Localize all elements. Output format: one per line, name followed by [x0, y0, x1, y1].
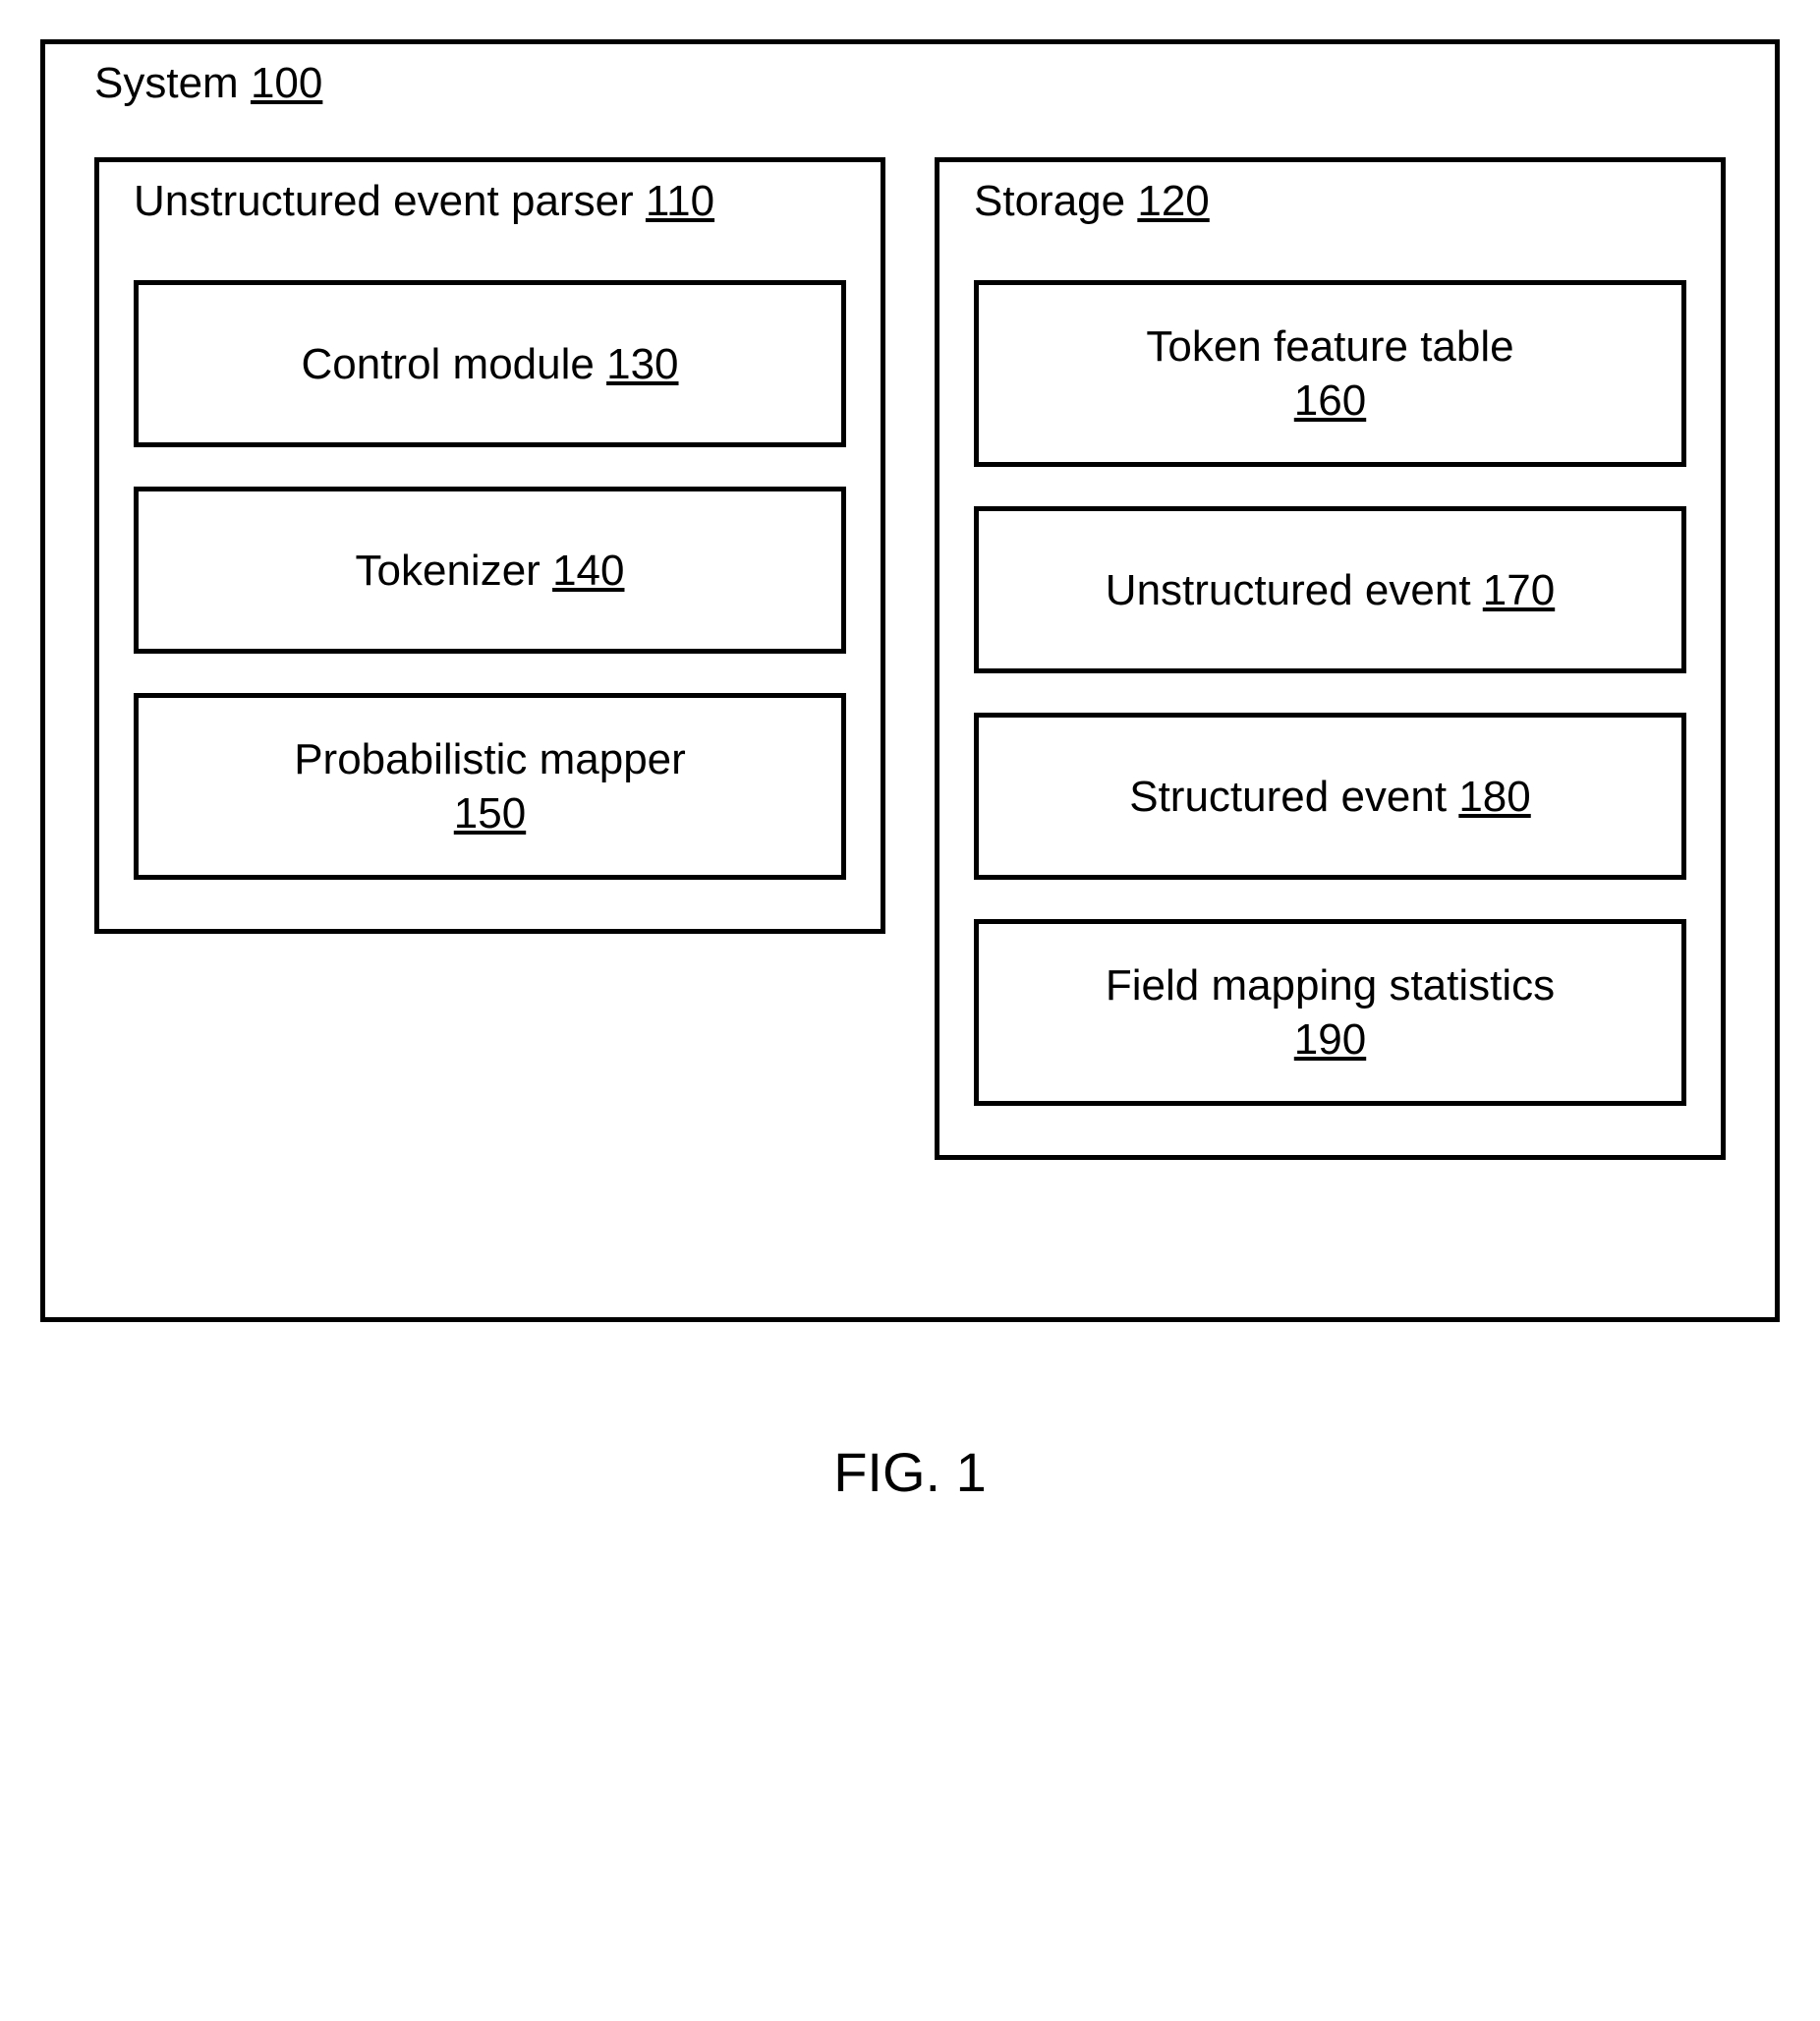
parser-ref: 110	[646, 177, 714, 225]
unstructured-event-box: Unstructured event 170	[974, 506, 1686, 673]
storage-label-text: Storage	[974, 177, 1125, 225]
probabilistic-mapper-box: Probabilistic mapper 150	[134, 693, 846, 880]
field-mapping-stats-label: Field mapping statistics	[1106, 961, 1555, 1010]
token-feature-table-ref: 160	[1294, 376, 1366, 425]
system-ref: 100	[251, 59, 322, 107]
control-module-ref: 130	[606, 340, 678, 388]
unstructured-event-ref: 170	[1483, 566, 1555, 614]
structured-event-label: Structured event	[1129, 773, 1447, 821]
token-feature-table-box: Token feature table 160	[974, 280, 1686, 467]
system-box: System 100 Unstructured event parser 110…	[40, 39, 1780, 1322]
token-feature-table-label: Token feature table	[1146, 322, 1513, 371]
structured-event-ref: 180	[1458, 773, 1530, 821]
diagram-wrapper: System 100 Unstructured event parser 110…	[40, 39, 1780, 1504]
storage-ref: 120	[1137, 177, 1209, 225]
parser-column: Unstructured event parser 110 Control mo…	[94, 157, 885, 934]
figure-caption: FIG. 1	[40, 1440, 1780, 1504]
parser-column-label: Unstructured event parser 110	[134, 177, 846, 226]
storage-column-label: Storage 120	[974, 177, 1686, 226]
parser-label-text: Unstructured event parser	[134, 177, 634, 225]
control-module-box: Control module 130	[134, 280, 846, 447]
field-mapping-stats-ref: 190	[1294, 1015, 1366, 1064]
structured-event-box: Structured event 180	[974, 713, 1686, 880]
tokenizer-box: Tokenizer 140	[134, 487, 846, 654]
probabilistic-mapper-ref: 150	[454, 789, 526, 837]
unstructured-event-label: Unstructured event	[1106, 566, 1471, 614]
storage-column: Storage 120 Token feature table 160 Unst…	[935, 157, 1726, 1160]
control-module-label: Control module	[301, 340, 594, 388]
system-label-text: System	[94, 59, 239, 107]
tokenizer-ref: 140	[552, 547, 624, 595]
probabilistic-mapper-label: Probabilistic mapper	[294, 735, 686, 783]
tokenizer-label: Tokenizer	[356, 547, 540, 595]
columns-row: Unstructured event parser 110 Control mo…	[94, 157, 1726, 1160]
system-label: System 100	[94, 59, 1726, 108]
field-mapping-stats-box: Field mapping statistics 190	[974, 919, 1686, 1106]
